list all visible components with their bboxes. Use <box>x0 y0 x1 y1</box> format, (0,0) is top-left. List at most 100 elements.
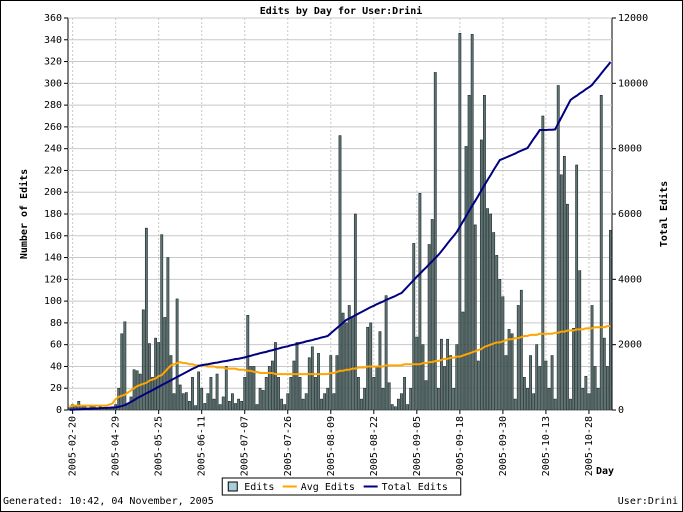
y2-tick-label: 6000 <box>618 209 642 220</box>
bar <box>105 408 108 411</box>
bar <box>593 366 597 411</box>
bar <box>476 360 480 411</box>
bar <box>332 393 336 411</box>
bar <box>307 357 311 411</box>
bar <box>418 193 422 411</box>
bar <box>120 333 124 411</box>
y-tick-label: 200 <box>44 187 62 198</box>
footer-note: Generated: 10:42, 04 November, 2005 <box>3 496 214 507</box>
x-axis-label: Day <box>596 466 614 477</box>
bar <box>495 255 499 411</box>
bar <box>335 355 339 411</box>
legend-label: Edits <box>244 482 274 493</box>
bar <box>492 232 496 411</box>
bar <box>378 331 382 411</box>
bar <box>301 398 305 411</box>
bar <box>194 405 197 411</box>
line <box>69 61 612 411</box>
bar <box>470 34 474 411</box>
bar <box>237 398 240 411</box>
bar <box>556 85 560 411</box>
bar <box>553 398 557 411</box>
x-tick-label: 2005-02-20 <box>68 416 79 476</box>
bar <box>280 398 284 411</box>
bar <box>409 387 413 411</box>
bar <box>486 208 489 411</box>
bar <box>317 353 320 411</box>
chart-title: Edits by Day for User:Drini <box>260 5 423 17</box>
bar <box>357 377 360 411</box>
bar <box>169 355 173 411</box>
bar <box>191 377 194 411</box>
bar <box>566 203 569 411</box>
bar <box>529 355 532 411</box>
bar <box>430 219 434 411</box>
bar <box>218 404 222 411</box>
bar <box>234 403 237 411</box>
bar <box>581 387 585 411</box>
bar <box>384 295 388 411</box>
y-tick-label: 100 <box>44 296 62 307</box>
x-tick-label: 2005-07-07 <box>240 416 251 476</box>
bar <box>166 257 170 411</box>
bar <box>427 244 431 411</box>
bar <box>277 377 280 411</box>
bar <box>461 311 465 411</box>
bar <box>501 296 505 411</box>
legend-label: Total Edits <box>382 482 448 493</box>
bar <box>436 387 440 411</box>
bar <box>443 366 446 411</box>
y2-tick-label: 0 <box>618 405 624 416</box>
bar <box>329 355 333 411</box>
bar <box>246 314 250 411</box>
bar <box>310 346 314 411</box>
bar <box>504 355 508 411</box>
x-tick-label: 2005-10-13 <box>541 416 552 476</box>
bar <box>433 72 437 411</box>
bar <box>148 343 151 411</box>
bar <box>578 270 582 411</box>
bar <box>489 213 493 411</box>
y-tick-label: 240 <box>44 144 62 155</box>
bar <box>264 377 268 411</box>
legend-label: Avg Edits <box>301 482 355 493</box>
y-axis-label: Number of Edits <box>18 169 30 259</box>
bar <box>562 155 566 411</box>
bar <box>424 380 428 411</box>
bar <box>584 375 588 411</box>
bar <box>197 371 201 411</box>
x-tick-label: 2005-05-25 <box>154 416 165 476</box>
bar <box>387 382 391 411</box>
bar <box>523 377 526 411</box>
y-tick-label: 20 <box>50 383 62 394</box>
bar <box>605 366 609 411</box>
bar <box>267 366 271 411</box>
bar <box>200 387 204 411</box>
bar <box>467 95 471 411</box>
bar <box>381 387 385 411</box>
y-tick-label: 60 <box>50 340 62 351</box>
bar <box>519 289 523 411</box>
bar <box>292 360 296 411</box>
bar <box>270 360 274 411</box>
bar <box>347 305 351 411</box>
bar <box>151 377 154 411</box>
x-tick-label: 2005-04-29 <box>111 416 122 476</box>
bar <box>129 396 133 411</box>
bar <box>559 174 563 411</box>
bar <box>261 390 265 411</box>
bar <box>421 344 425 411</box>
bar <box>538 366 542 411</box>
bar <box>393 406 397 411</box>
x-tick-label: 2005-07-26 <box>283 416 294 476</box>
bar <box>203 403 207 411</box>
bar <box>209 377 213 411</box>
bar <box>138 373 142 411</box>
y2-tick-label: 2000 <box>618 340 642 351</box>
bar <box>596 387 600 411</box>
y-tick-label: 300 <box>44 78 62 89</box>
bar <box>304 393 308 411</box>
bar <box>123 321 127 411</box>
bar <box>295 342 299 411</box>
